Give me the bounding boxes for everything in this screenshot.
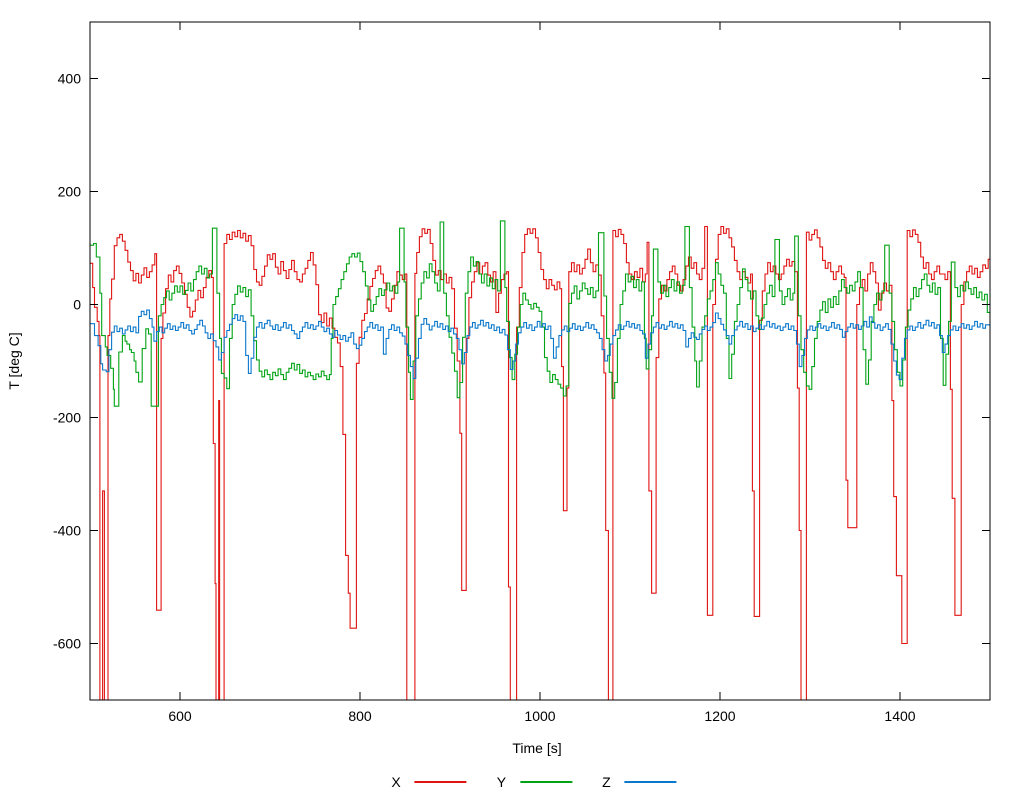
series-line-z	[90, 309, 990, 381]
plot-border	[89, 21, 991, 701]
legend-label-x: X	[391, 774, 401, 790]
legend: X Y Z	[391, 774, 677, 790]
legend-item-z: Z	[602, 774, 677, 790]
series-line-x	[90, 225, 990, 700]
legend-item-x: X	[391, 774, 467, 790]
legend-item-y: Y	[496, 774, 573, 790]
legend-label-z: Z	[602, 774, 611, 790]
legend-line-y	[520, 781, 573, 783]
x-tick-label: 1200	[704, 708, 735, 724]
x-tick-label: 600	[168, 708, 192, 724]
legend-label-y: Y	[496, 774, 507, 790]
x-axis-label: Time [s]	[512, 740, 562, 756]
x-tick-label: 800	[348, 708, 372, 724]
x-tick-label: 1400	[884, 708, 915, 724]
series-line-y	[90, 220, 990, 407]
y-tick-label: -200	[53, 410, 81, 426]
y-tick-label: -400	[53, 523, 81, 539]
legend-line-z	[624, 781, 677, 783]
y-tick-label: 0	[73, 297, 81, 313]
x-tick-label: 1000	[524, 708, 555, 724]
y-axis-label: T [deg C]	[6, 332, 22, 390]
y-tick-label: 400	[58, 71, 82, 87]
y-tick-label: -600	[53, 636, 81, 652]
legend-line-x	[414, 781, 467, 783]
y-tick-label: 200	[58, 184, 82, 200]
